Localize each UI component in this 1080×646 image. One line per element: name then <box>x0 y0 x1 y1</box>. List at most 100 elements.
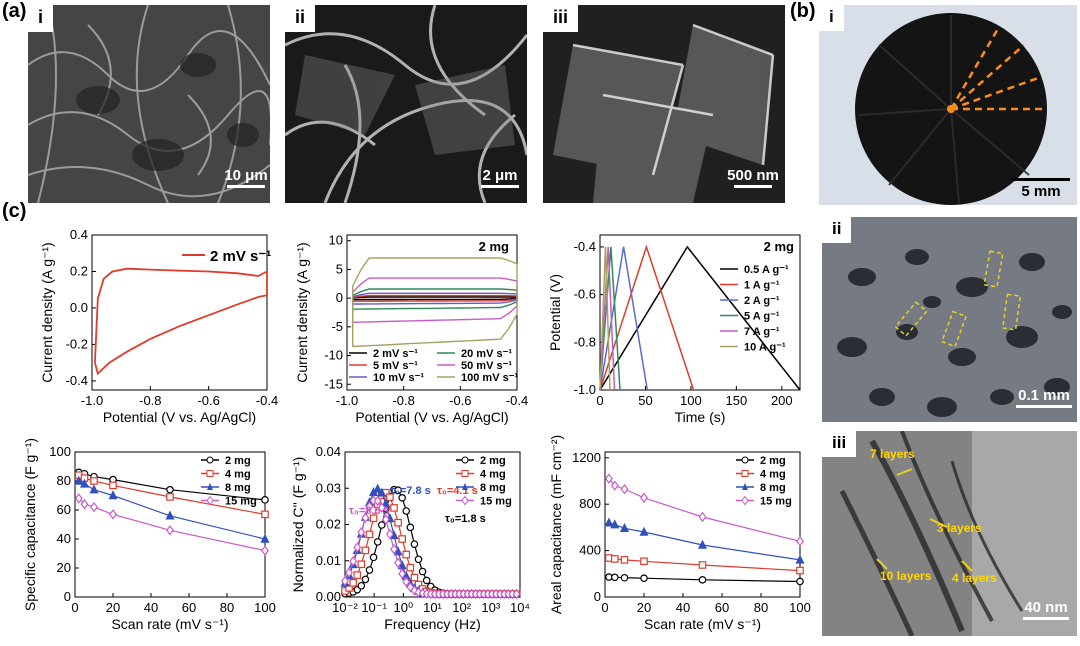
y-tick-label: 60 <box>57 502 71 517</box>
data-point <box>109 509 117 520</box>
y-tick-label: 0.03 <box>316 480 341 495</box>
x-tick-label: 0 <box>596 393 603 408</box>
x-tick-label: -0.8 <box>139 393 161 408</box>
panel-label-c: (c) <box>2 200 27 222</box>
x-tick-label: 80 <box>754 600 768 615</box>
x-tick-label: 50 <box>638 393 652 408</box>
legend-label: 15 mg <box>225 496 257 508</box>
legend-label: 2 mV s⁻¹ <box>373 348 418 360</box>
image-tag: i <box>819 5 844 31</box>
data-point <box>109 481 117 490</box>
data-point <box>90 501 98 513</box>
x-tick-label: 0 <box>601 600 608 615</box>
y-tick-label: -15 <box>324 376 343 391</box>
data-point <box>796 577 804 586</box>
data-point <box>402 507 411 515</box>
legend-label: 2 mV s⁻¹ <box>210 248 271 265</box>
sem-image-a-i: i 10 μm <box>28 5 270 203</box>
data-point <box>373 538 382 546</box>
data-point <box>398 535 406 543</box>
legend-marker <box>742 483 748 490</box>
tau-annotation: τ₀=4.1 s <box>437 485 478 497</box>
x-axis-label: Time (s) <box>675 409 726 425</box>
x-tick-label: 60 <box>182 600 196 615</box>
data-point <box>74 493 83 504</box>
image-tag: iii <box>543 5 579 32</box>
y-axis-label: Potential (V) <box>547 274 563 351</box>
series-line <box>599 244 695 391</box>
data-point <box>108 490 118 500</box>
legend-label: 15 mg <box>480 496 512 508</box>
legend-label: 8 mg <box>480 482 506 494</box>
x-axis-label: Scan rate (mV s⁻¹) <box>644 616 761 632</box>
data-point <box>80 499 89 510</box>
y-tick-label: 0.4 <box>70 227 88 242</box>
y-tick-label: -0.6 <box>574 287 596 302</box>
chart-0: -1.0 -0.8 -0.6 -0.40.40.20.0-0.2-0.4Potenti… <box>39 227 278 425</box>
data-point <box>381 514 390 525</box>
plot-frame <box>91 234 268 391</box>
data-point <box>610 573 619 582</box>
series-line <box>352 257 518 348</box>
data-point <box>365 501 374 512</box>
series-line <box>599 246 616 391</box>
layer-annotation: 4 layers <box>952 571 997 585</box>
legend-label: 8 mg <box>225 482 251 494</box>
data-point <box>394 518 402 527</box>
x-tick-label: 10³ <box>481 600 500 615</box>
data-point <box>341 575 349 587</box>
image-tag: ii <box>285 5 316 32</box>
data-point <box>795 554 805 564</box>
chart-annotation: 2 mg <box>479 239 509 254</box>
chart-annotation: 2 mg <box>764 239 794 254</box>
tau-annotation: τ₀=1.8 s <box>445 513 486 525</box>
x-tick-label: 20 <box>106 600 120 615</box>
legend-label: 5 A g⁻¹ <box>744 311 780 323</box>
plot-frame <box>599 234 801 391</box>
y-tick-label: 80 <box>57 473 71 488</box>
x-tick-label: 10⁴ <box>510 600 530 615</box>
data-point <box>620 573 629 582</box>
legend-label: 5 mV s⁻¹ <box>373 360 418 372</box>
data-point <box>410 540 419 548</box>
charts-svg: -1.0 -0.8 -0.6 -0.40.40.20.0-0.2-0.4Potenti… <box>22 227 811 632</box>
data-point <box>604 517 614 527</box>
data-point <box>373 483 383 493</box>
layer-annotation: 10 layers <box>880 569 932 583</box>
legend-marker <box>206 495 214 506</box>
x-tick-label: -0.4 <box>506 393 528 408</box>
y-tick-label: 0.2 <box>70 263 88 278</box>
y-tick-label: -1.0 <box>574 382 596 397</box>
data-point <box>357 581 366 590</box>
legend-marker <box>461 456 469 464</box>
data-point <box>369 514 378 523</box>
data-point <box>698 511 707 523</box>
data-point <box>390 544 398 555</box>
data-point <box>79 478 90 488</box>
legend-label: 10 mV s⁻¹ <box>373 372 424 384</box>
x-tick-label: -0.6 <box>449 393 471 408</box>
data-point <box>422 576 431 585</box>
y-tick-label: -0.8 <box>574 334 596 349</box>
data-point <box>349 556 358 567</box>
data-point <box>640 557 648 566</box>
panel-label-a: (a) <box>2 0 27 22</box>
data-point <box>89 484 99 494</box>
x-tick-label: 60 <box>715 600 729 615</box>
y-axis-label: Current density (A g⁻¹) <box>294 242 310 382</box>
y-tick-label: 20 <box>57 560 71 575</box>
y-tick-label: 0.04 <box>316 444 341 459</box>
legend-label: 20 mV s⁻¹ <box>461 348 512 360</box>
legend-label: 15 mg <box>760 496 792 508</box>
data-point <box>345 584 353 592</box>
data-point <box>698 561 707 569</box>
x-tick-label: 20 <box>637 600 651 615</box>
data-point <box>619 523 630 533</box>
data-point <box>353 542 362 553</box>
y-tick-label: 0 <box>336 290 343 305</box>
x-tick-label: -0.6 <box>197 393 219 408</box>
data-point <box>410 573 419 582</box>
x-axis-label: Potential (V vs. Ag/AgCl) <box>103 409 256 425</box>
data-point <box>390 504 398 512</box>
sem-image-a-ii: ii 2 μm <box>285 5 527 203</box>
